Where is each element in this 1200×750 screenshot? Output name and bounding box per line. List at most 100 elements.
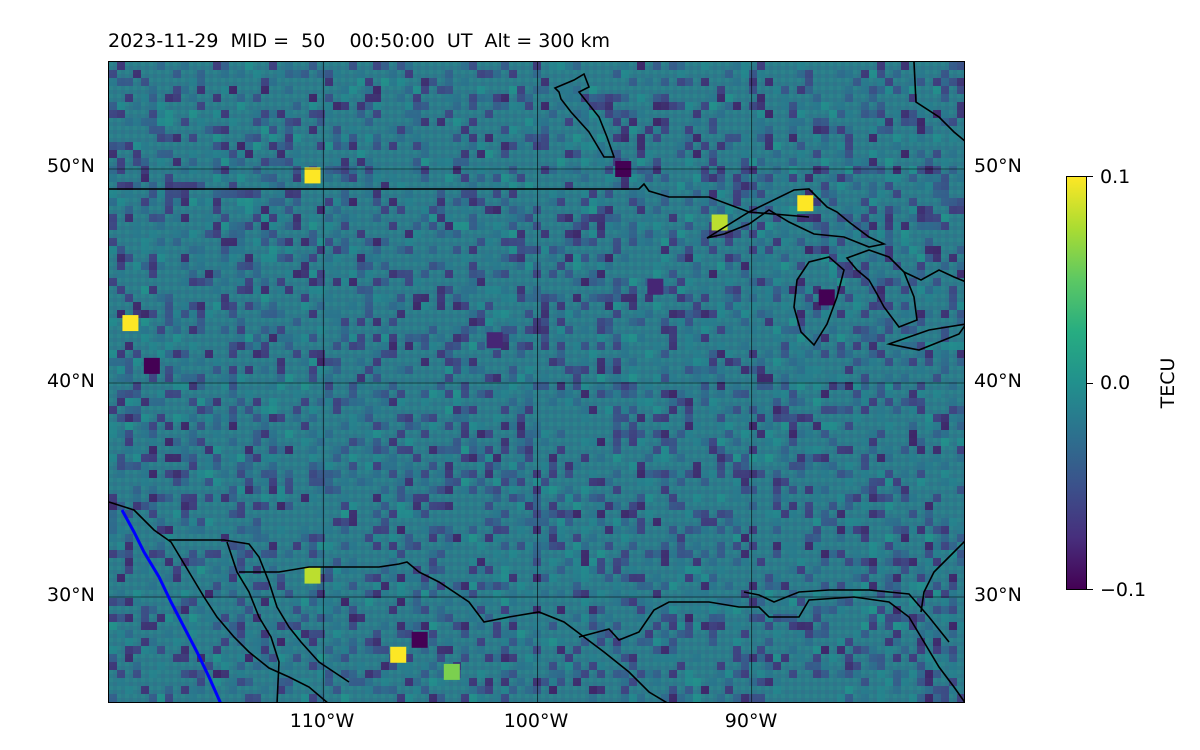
heatmap-cell: [949, 662, 957, 670]
heatmap-cell: [613, 390, 621, 398]
heatmap-cell: [957, 174, 964, 182]
heatmap-cell: [141, 326, 149, 334]
heatmap-cell: [261, 454, 269, 462]
heatmap-cell: [269, 62, 277, 70]
heatmap-cell: [765, 430, 773, 438]
heatmap-cell: [125, 358, 133, 366]
heatmap-cell: [877, 406, 885, 414]
heatmap-cell: [741, 558, 749, 566]
heatmap-cell: [381, 206, 389, 214]
heatmap-cell: [837, 150, 845, 158]
heatmap-cell: [869, 622, 877, 630]
heatmap-cell: [461, 406, 469, 414]
heatmap-cell: [301, 534, 309, 542]
heatmap-cell: [709, 574, 717, 582]
heatmap-cell: [237, 550, 245, 558]
heatmap-cell: [725, 230, 733, 238]
heatmap-cell: [405, 470, 413, 478]
heatmap-cell: [765, 126, 773, 134]
heatmap-cell: [557, 606, 565, 614]
heatmap-cell: [717, 302, 725, 310]
heatmap-cell: [797, 398, 805, 406]
heatmap-cell: [637, 110, 645, 118]
heatmap-cell: [517, 662, 525, 670]
heatmap-cell: [477, 566, 485, 574]
heatmap-cell: [245, 206, 253, 214]
heatmap-cell: [829, 110, 837, 118]
heatmap-cell: [589, 590, 597, 598]
heatmap-cell: [421, 102, 429, 110]
heatmap-cell: [709, 102, 717, 110]
heatmap-cell: [373, 430, 381, 438]
heatmap-cell: [341, 214, 349, 222]
heatmap-cell: [109, 358, 117, 366]
heatmap-cell: [309, 270, 317, 278]
heatmap-cell: [901, 230, 909, 238]
heatmap-cell: [189, 246, 197, 254]
heatmap-cell: [117, 102, 125, 110]
heatmap-cell: [485, 374, 493, 382]
heatmap-cell: [789, 646, 797, 654]
heatmap-cell: [437, 206, 445, 214]
heatmap-cell: [525, 294, 533, 302]
heatmap-cell: [349, 86, 357, 94]
heatmap-cell: [853, 670, 861, 678]
heatmap-cell: [581, 390, 589, 398]
heatmap-cell: [269, 382, 277, 390]
heatmap-cell: [733, 286, 741, 294]
heatmap-cell: [381, 494, 389, 502]
heatmap-cell: [797, 430, 805, 438]
heatmap-cell: [109, 454, 117, 462]
heatmap-cell: [565, 366, 573, 374]
heatmap-cell: [869, 190, 877, 198]
heatmap-cell: [653, 518, 661, 526]
heatmap-cell: [957, 454, 964, 462]
heatmap-cell: [493, 374, 501, 382]
heatmap-cell: [397, 294, 405, 302]
heatmap-cell: [781, 230, 789, 238]
heatmap-cell: [533, 430, 541, 438]
heatmap-cell: [845, 406, 853, 414]
heatmap-cell: [597, 686, 605, 694]
heatmap-cell: [805, 454, 813, 462]
heatmap-cell: [309, 62, 317, 70]
heatmap-cell: [453, 166, 461, 174]
heatmap-cell: [581, 254, 589, 262]
heatmap-cell: [789, 550, 797, 558]
heatmap-cell: [893, 206, 901, 214]
heatmap-cell: [269, 302, 277, 310]
heatmap-cell: [109, 166, 117, 174]
heatmap-cell: [861, 462, 869, 470]
heatmap-cell: [789, 398, 797, 406]
heatmap-cell: [173, 70, 181, 78]
heatmap-cell: [909, 174, 917, 182]
heatmap-cell: [597, 438, 605, 446]
heatmap-cell: [717, 550, 725, 558]
heatmap-cell: [925, 686, 933, 694]
heatmap-cell: [405, 70, 413, 78]
heatmap-cell: [565, 62, 573, 70]
heatmap-cell: [117, 142, 125, 150]
heatmap-cell: [517, 374, 525, 382]
heatmap-cell: [901, 534, 909, 542]
heatmap-cell: [365, 238, 373, 246]
heatmap-cell: [957, 694, 964, 702]
heatmap-cell: [557, 646, 565, 654]
heatmap-cell: [493, 206, 501, 214]
heatmap-cell: [861, 310, 869, 318]
heatmap-cell: [405, 278, 413, 286]
heatmap-coldspot: [647, 278, 664, 295]
heatmap-cell: [749, 614, 757, 622]
heatmap-cell: [885, 678, 893, 686]
heatmap-cell: [397, 494, 405, 502]
heatmap-cell: [813, 118, 821, 126]
heatmap-cell: [813, 630, 821, 638]
heatmap-cell: [125, 190, 133, 198]
heatmap-cell: [221, 534, 229, 542]
heatmap-cell: [381, 342, 389, 350]
heatmap-cell: [181, 414, 189, 422]
heatmap-cell: [877, 102, 885, 110]
heatmap-cell: [909, 326, 917, 334]
heatmap-cell: [581, 438, 589, 446]
heatmap-cell: [677, 662, 685, 670]
